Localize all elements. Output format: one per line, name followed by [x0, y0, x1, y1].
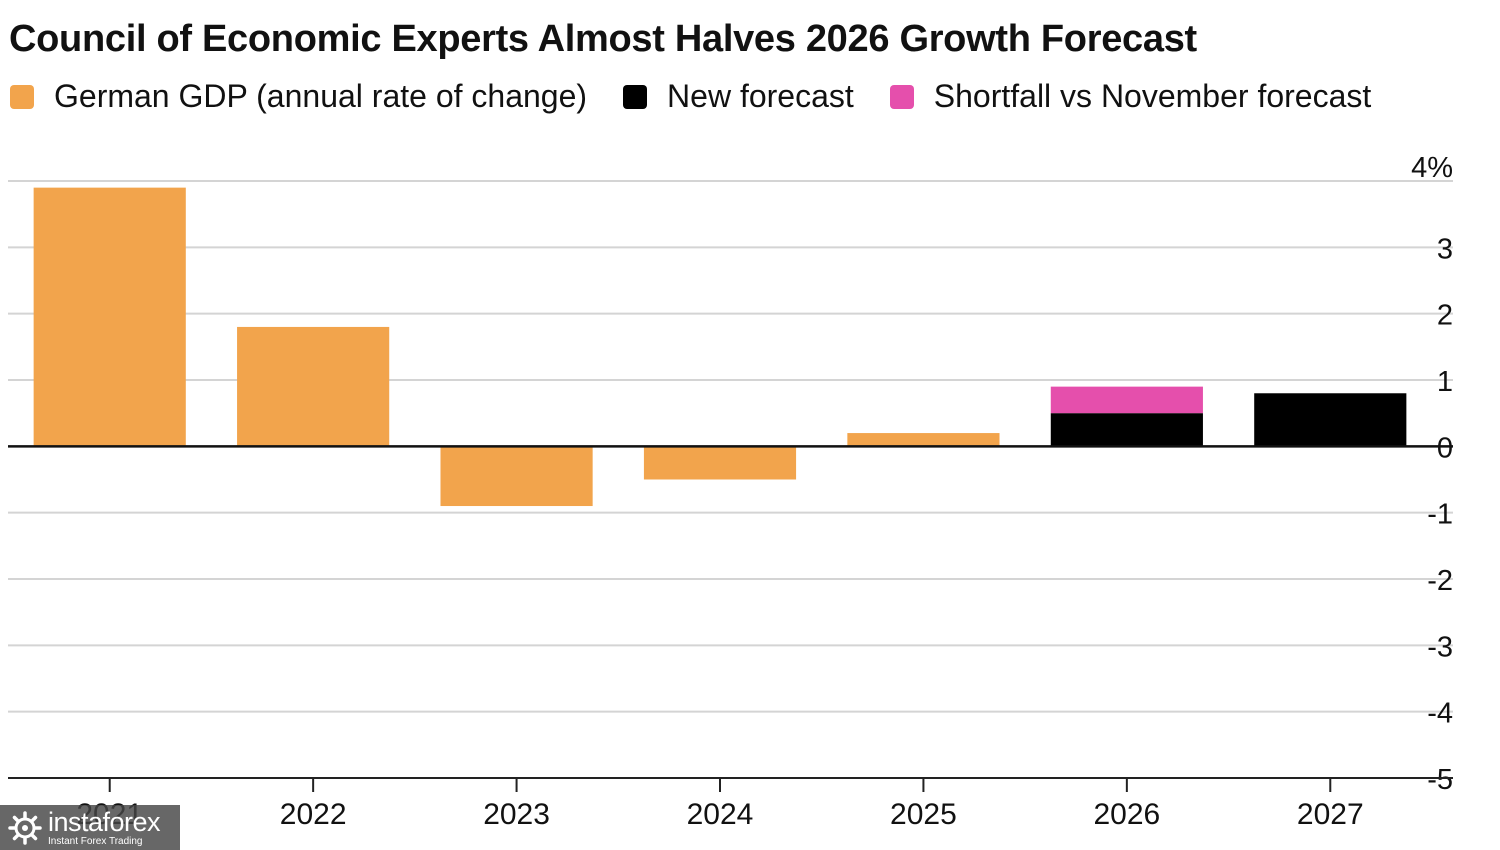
y-tick-label-3: 3 [1437, 233, 1453, 265]
x-tick-label-2025: 2025 [890, 798, 957, 831]
y-tick-label-4: -4 [1427, 698, 1453, 730]
y-tick-label-2: -2 [1427, 565, 1453, 597]
bar-german-gdp-annual-rate-of-change-2021 [33, 187, 186, 447]
bar-german-gdp-annual-rate-of-change-2023 [440, 446, 593, 507]
bar-new-forecast-2026 [1050, 413, 1203, 447]
bar-german-gdp-annual-rate-of-change-2022 [237, 326, 390, 447]
y-tick-label-0: 0 [1437, 432, 1453, 464]
bars [33, 187, 1407, 507]
y-tick-label-3: -3 [1427, 631, 1453, 663]
legend-item-new-forecast: New forecast [623, 78, 854, 115]
legend-item-gdp: German GDP (annual rate of change) [10, 78, 587, 115]
y-tick-label-4: 4% [1411, 152, 1453, 184]
legend-label-gdp: German GDP (annual rate of change) [54, 78, 588, 114]
legend: German GDP (annual rate of change) New f… [10, 78, 1371, 115]
legend-swatch-gdp [10, 84, 34, 109]
x-tick-label-2026: 2026 [1093, 798, 1160, 831]
legend-item-shortfall: Shortfall vs November forecast [889, 78, 1372, 115]
y-tick-label-2: 2 [1437, 300, 1453, 332]
legend-label-new-forecast: New forecast [667, 78, 854, 114]
watermark-tagline: Instant Forex Trading [48, 835, 143, 847]
legend-swatch-shortfall [889, 84, 914, 109]
y-tick-label-1: -1 [1427, 499, 1453, 531]
instaforex-logo-icon [8, 810, 42, 845]
bar-german-gdp-annual-rate-of-change-2024 [643, 446, 797, 480]
x-tick-label-2027: 2027 [1297, 798, 1364, 831]
bar-new-forecast-2027 [1254, 393, 1407, 447]
legend-swatch-new-forecast [623, 84, 648, 109]
x-tick-label-2022: 2022 [280, 798, 347, 831]
x-tick-label-2024: 2024 [687, 798, 754, 831]
watermark: instaforex Instant Forex Trading [0, 805, 180, 850]
y-tick-label-5: -5 [1427, 764, 1453, 796]
chart-title: Council of Economic Experts Almost Halve… [9, 18, 1197, 60]
x-tick-label-2023: 2023 [483, 798, 550, 831]
axes: 4%3210-1-2-3-4-5202120222023202420252026… [8, 152, 1453, 831]
legend-label-shortfall: Shortfall vs November forecast [933, 78, 1372, 114]
y-tick-label-1: 1 [1437, 366, 1453, 398]
bar-german-gdp-annual-rate-of-change-2025 [847, 433, 1000, 447]
bar-shortfall-vs-november-forecast-2026 [1050, 386, 1203, 414]
watermark-brand: instaforex [48, 806, 161, 837]
